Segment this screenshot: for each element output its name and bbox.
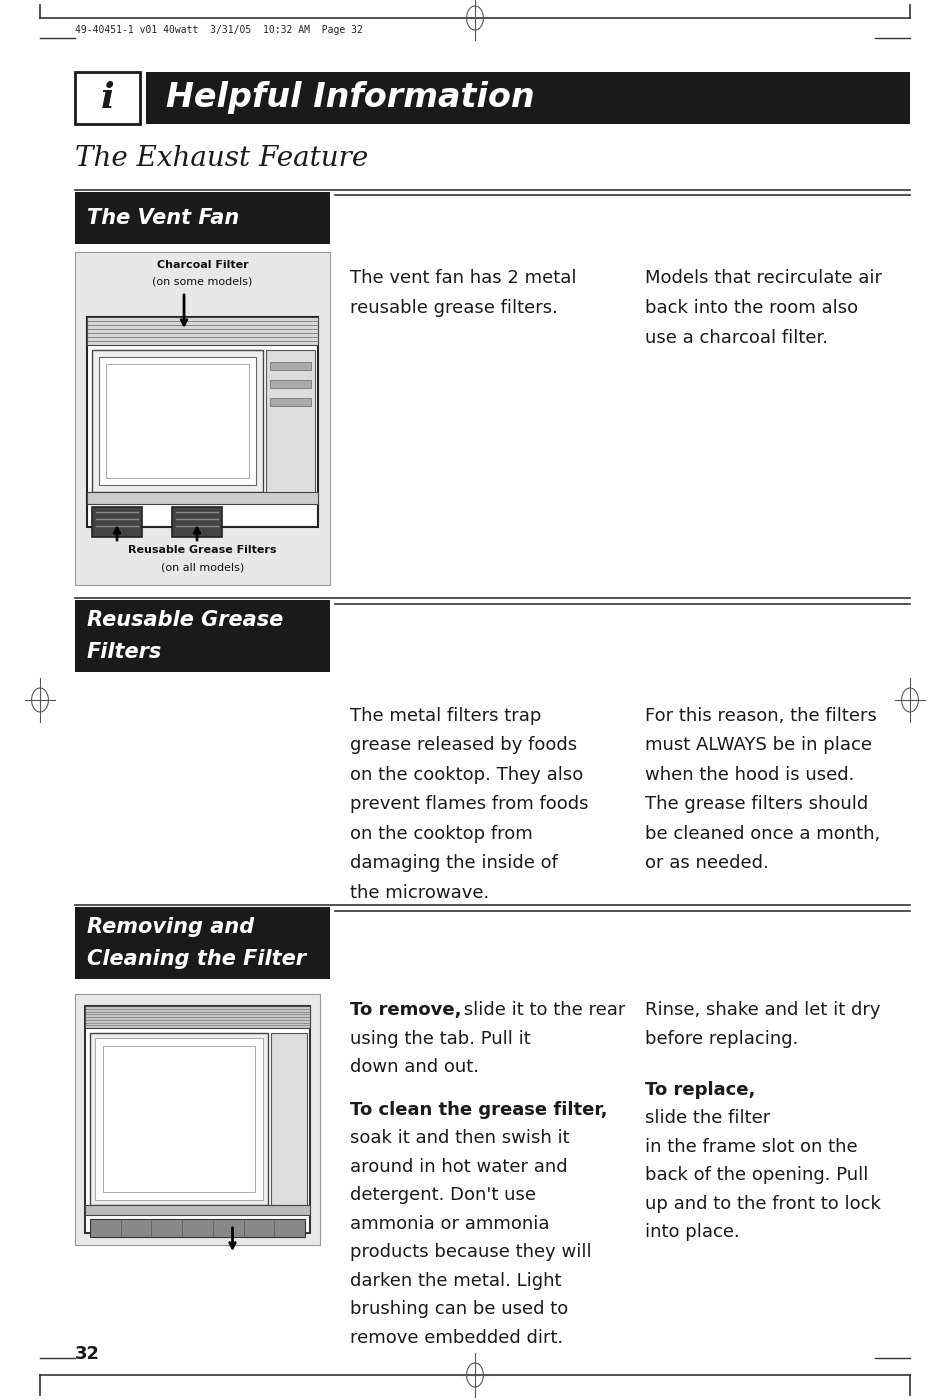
Bar	[266, 350, 315, 491]
Text: up and to the front to lock: up and to the front to lock	[645, 1194, 881, 1212]
Text: remove embedded dirt.: remove embedded dirt.	[350, 1329, 563, 1347]
Text: (on all models): (on all models)	[161, 563, 244, 573]
Bar	[85, 1007, 310, 1233]
Bar	[172, 507, 222, 538]
Text: (on some models): (on some models)	[152, 276, 253, 286]
Bar	[271, 1033, 307, 1205]
Bar	[75, 192, 330, 244]
Text: detergent. Don't use: detergent. Don't use	[350, 1186, 536, 1204]
Text: the microwave.: the microwave.	[350, 883, 489, 902]
Text: Rinse, shake and let it dry: Rinse, shake and let it dry	[645, 1001, 881, 1019]
Text: To clean the grease filter,: To clean the grease filter,	[350, 1100, 607, 1119]
Text: prevent flames from foods: prevent flames from foods	[350, 795, 588, 813]
Text: reusable grease filters.: reusable grease filters.	[350, 300, 558, 316]
Text: darken the metal. Light: darken the metal. Light	[350, 1271, 561, 1289]
Bar	[90, 1033, 268, 1205]
Bar	[99, 357, 256, 484]
Text: The vent fan has 2 metal: The vent fan has 2 metal	[350, 269, 577, 287]
Bar	[85, 1205, 310, 1215]
Text: For this reason, the filters: For this reason, the filters	[645, 707, 877, 725]
Text: i: i	[101, 81, 114, 115]
Text: Removing and: Removing and	[87, 917, 255, 937]
Text: The Vent Fan: The Vent Fan	[87, 209, 239, 228]
Text: Charcoal Filter: Charcoal Filter	[157, 260, 248, 270]
Bar	[90, 1219, 305, 1238]
Bar	[75, 601, 330, 672]
Bar	[87, 316, 318, 344]
Text: slide it to the rear: slide it to the rear	[458, 1001, 625, 1019]
Text: grease released by foods: grease released by foods	[350, 736, 578, 755]
Bar	[270, 398, 311, 406]
Bar	[270, 379, 311, 388]
Text: Filters: Filters	[87, 641, 162, 662]
Text: The metal filters trap: The metal filters trap	[350, 707, 541, 725]
Text: in the frame slot on the: in the frame slot on the	[645, 1138, 858, 1156]
Text: To replace,: To replace,	[645, 1081, 755, 1099]
Bar	[146, 71, 910, 125]
Text: Helpful Information: Helpful Information	[166, 81, 535, 115]
Bar	[75, 994, 320, 1245]
Text: be cleaned once a month,: be cleaned once a month,	[645, 825, 881, 843]
Text: 32: 32	[75, 1345, 100, 1364]
Text: into place.: into place.	[645, 1224, 740, 1242]
Bar	[85, 1007, 310, 1028]
Bar	[95, 1037, 263, 1200]
Text: or as needed.: or as needed.	[645, 854, 769, 872]
Bar	[87, 491, 318, 504]
Text: products because they will: products because they will	[350, 1243, 592, 1261]
Text: brushing can be used to: brushing can be used to	[350, 1301, 568, 1319]
Text: back of the opening. Pull: back of the opening. Pull	[645, 1166, 868, 1184]
Text: Reusable Grease: Reusable Grease	[87, 610, 283, 630]
Bar	[270, 363, 311, 370]
Text: must ALWAYS be in place: must ALWAYS be in place	[645, 736, 872, 755]
Text: back into the room also: back into the room also	[645, 300, 858, 316]
Bar	[103, 1046, 255, 1191]
Text: damaging the inside of: damaging the inside of	[350, 854, 558, 872]
Text: on the cooktop. They also: on the cooktop. They also	[350, 766, 583, 784]
Text: The Exhaust Feature: The Exhaust Feature	[75, 146, 369, 172]
Bar	[92, 507, 142, 538]
Text: around in hot water and: around in hot water and	[350, 1158, 568, 1176]
Text: when the hood is used.: when the hood is used.	[645, 766, 854, 784]
Bar	[75, 907, 330, 979]
Bar	[87, 316, 318, 526]
Bar	[106, 364, 249, 477]
Text: Cleaning the Filter: Cleaning the Filter	[87, 949, 306, 969]
Text: The grease filters should: The grease filters should	[645, 795, 868, 813]
Text: soak it and then swish it: soak it and then swish it	[350, 1130, 570, 1147]
Text: down and out.: down and out.	[350, 1058, 479, 1077]
Text: To remove,: To remove,	[350, 1001, 462, 1019]
Text: 49-40451-1 v01 40watt  3/31/05  10:32 AM  Page 32: 49-40451-1 v01 40watt 3/31/05 10:32 AM P…	[75, 25, 363, 35]
Bar	[75, 252, 330, 585]
Text: Models that recirculate air: Models that recirculate air	[645, 269, 882, 287]
Text: use a charcoal filter.: use a charcoal filter.	[645, 329, 828, 347]
Text: slide the filter: slide the filter	[645, 1109, 770, 1127]
Text: Reusable Grease Filters: Reusable Grease Filters	[128, 545, 276, 554]
Text: on the cooktop from: on the cooktop from	[350, 825, 533, 843]
Text: using the tab. Pull it: using the tab. Pull it	[350, 1029, 531, 1047]
Text: before replacing.: before replacing.	[645, 1029, 798, 1047]
Bar	[75, 71, 140, 125]
Text: ammonia or ammonia: ammonia or ammonia	[350, 1215, 549, 1233]
Bar	[92, 350, 263, 491]
